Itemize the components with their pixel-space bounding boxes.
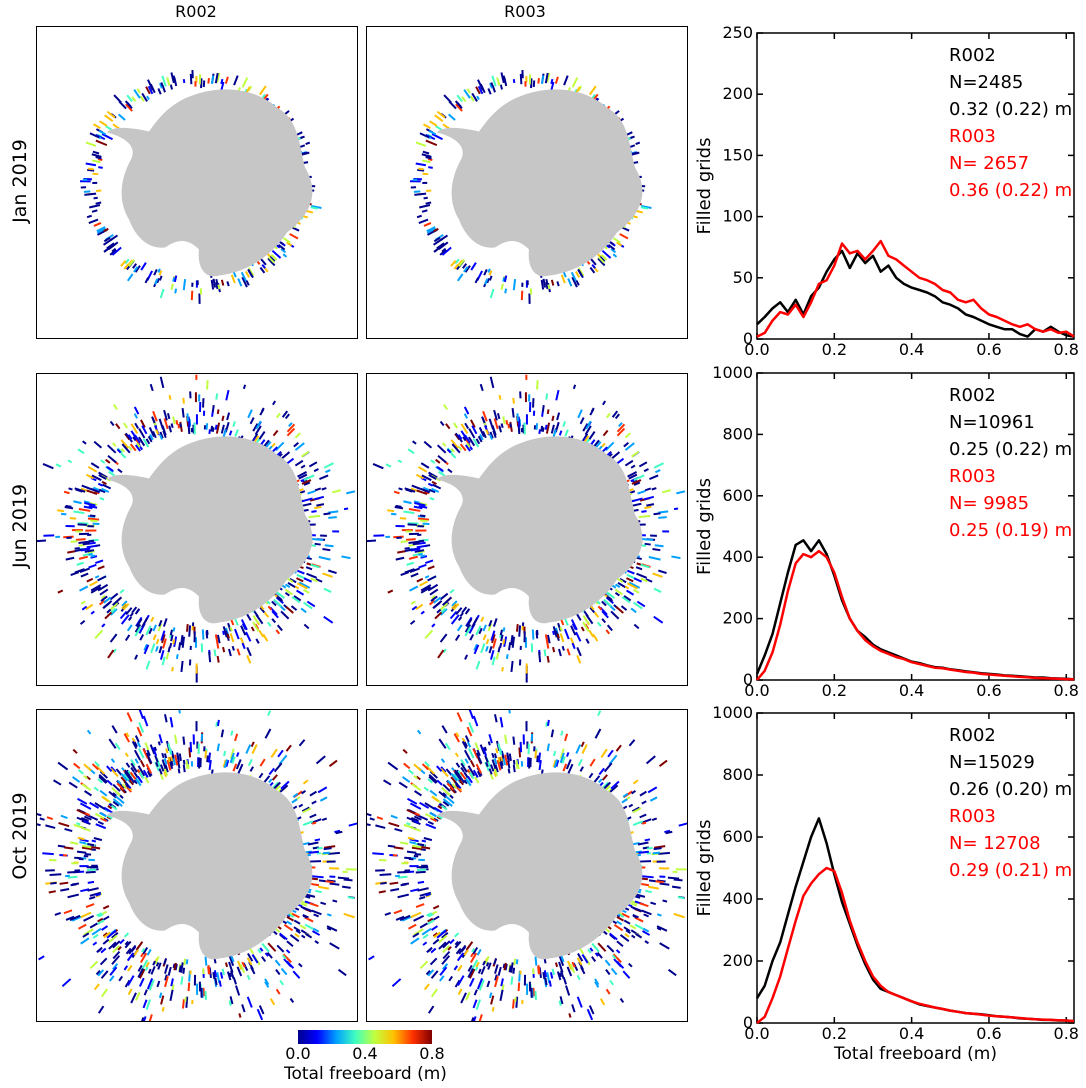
histogram-chart-1: 0.0 0.2 0.4 0.6 0.8 0 200 400 600 800 1000 Filled g… (694, 363, 1079, 700)
x-tick-label: 0.6 (976, 340, 1001, 359)
sea-ice-map (37, 710, 357, 1021)
x-tick-label: 0.4 (899, 340, 924, 359)
freeboard-streaks (37, 710, 357, 1021)
plot-frame (756, 32, 1075, 340)
y-tick-label: 1000 (712, 703, 753, 722)
map-jun-r003 (366, 373, 688, 686)
y-tick-label: 600 (722, 827, 753, 846)
antarctica-land (437, 89, 643, 277)
sea-ice-map (409, 70, 652, 304)
sea-ice-map (367, 374, 686, 683)
legend-text: 0.29 (0.21) m (949, 860, 1072, 881)
x-tick-label: 0.8 (1054, 340, 1079, 359)
column-title-r003: R003 (504, 2, 546, 21)
legend-text: N=10961 (949, 412, 1035, 433)
x-axis-label: Total freeboard (m) (833, 1044, 997, 1064)
legend-text: R002 (949, 385, 996, 406)
x-tick-label: 0.2 (822, 340, 847, 359)
x-tick-label: 0.2 (822, 681, 847, 700)
y-tick-label: 200 (722, 609, 753, 628)
colorbar-label: Total freeboard (m) (284, 1064, 447, 1084)
colorbar-tick-1: 0.4 (352, 1044, 378, 1063)
y-tick-label: 100 (722, 207, 753, 226)
legend-text: 0.25 (0.19) m (949, 520, 1072, 541)
x-tick-label: 0.8 (1054, 1024, 1079, 1043)
legend-text: R003 (949, 126, 996, 147)
y-tick-label: 400 (722, 547, 753, 566)
colorbar-tick-0: 0.0 (285, 1044, 311, 1063)
sea-ice-map (79, 70, 322, 304)
y-tick-label: 250 (722, 23, 753, 42)
legend-text: R003 (949, 806, 996, 827)
antarctica-land (107, 772, 313, 960)
y-tick-label: 0 (743, 329, 753, 348)
legend-text: N=15029 (949, 752, 1035, 773)
histogram-chart-0: 0.0 0.2 0.4 0.6 0.8 0 50 100 150 200 250 Filled gri… (694, 23, 1079, 359)
y-tick-label: 400 (722, 889, 753, 908)
colorbar-tick-2: 0.8 (419, 1044, 445, 1063)
legend-text: 0.25 (0.22) m (949, 439, 1072, 460)
map-jan-r003 (366, 26, 688, 339)
histogram-chart-2: 0.0 0.2 0.4 0.6 0.8 0 200 400 600 800 1000 Filled g… (694, 703, 1079, 1064)
legend-text: N= 12708 (949, 833, 1041, 854)
antarctica-land (437, 436, 643, 624)
y-tick-label: 150 (722, 145, 753, 164)
freeboard-streaks (37, 374, 356, 683)
plot-frame (756, 372, 1075, 681)
y-tick-label: 600 (722, 486, 753, 505)
y-axis-label: Filled grids (694, 820, 715, 917)
map-oct-r002 (36, 709, 358, 1022)
y-tick-label: 800 (722, 765, 753, 784)
x-tick-label: 0.8 (1054, 681, 1079, 700)
legend-text: 0.32 (0.22) m (949, 99, 1072, 120)
legend-text: R002 (949, 45, 996, 66)
x-tick-label: 0.4 (899, 1024, 924, 1043)
map-oct-r003 (366, 709, 688, 1022)
legend-text: R002 (949, 725, 996, 746)
series-line-r003 (756, 866, 1075, 1024)
map-jun-r002 (36, 373, 358, 686)
antarctica-land (107, 89, 313, 277)
x-tick-label: 0.0 (744, 340, 769, 359)
colorbar (298, 1030, 432, 1044)
x-tick-label: 0.2 (822, 1024, 847, 1043)
x-tick-label: 0.6 (976, 1024, 1001, 1043)
y-tick-label: 0 (743, 1013, 753, 1032)
y-tick-label: 50 (733, 268, 753, 287)
legend-text: 0.36 (0.22) m (949, 180, 1072, 201)
legend-text: 0.26 (0.20) m (949, 779, 1072, 800)
plot-frame (756, 712, 1075, 1024)
series-line-r003 (756, 239, 1075, 338)
series-line-r003 (756, 549, 1075, 681)
sea-ice-map (37, 374, 356, 683)
column-title-r002: R002 (175, 2, 217, 21)
series-line-r002 (756, 249, 1075, 338)
x-tick-label: 0.4 (899, 681, 924, 700)
y-tick-label: 200 (722, 84, 753, 103)
legend-text: R003 (949, 466, 996, 487)
x-tick-label: 0.6 (976, 681, 1001, 700)
sea-ice-map (367, 710, 687, 1021)
y-axis-label: Filled grids (694, 478, 715, 575)
y-tick-label: 0 (743, 670, 753, 689)
y-axis-label: Filled grids (694, 138, 715, 235)
legend-text: N=2485 (949, 72, 1023, 93)
y-tick-label: 200 (722, 951, 753, 970)
series-line-r002 (755, 539, 1075, 681)
legend-text: N= 9985 (949, 493, 1029, 514)
y-tick-label: 800 (722, 424, 753, 443)
antarctica-land (107, 436, 313, 624)
map-jan-r002 (36, 26, 358, 339)
x-tick-label: 0.0 (744, 1024, 769, 1043)
antarctica-land (437, 772, 643, 960)
legend-text: N= 2657 (949, 153, 1029, 174)
x-tick-label: 0.0 (744, 681, 769, 700)
y-tick-label: 1000 (712, 363, 753, 382)
